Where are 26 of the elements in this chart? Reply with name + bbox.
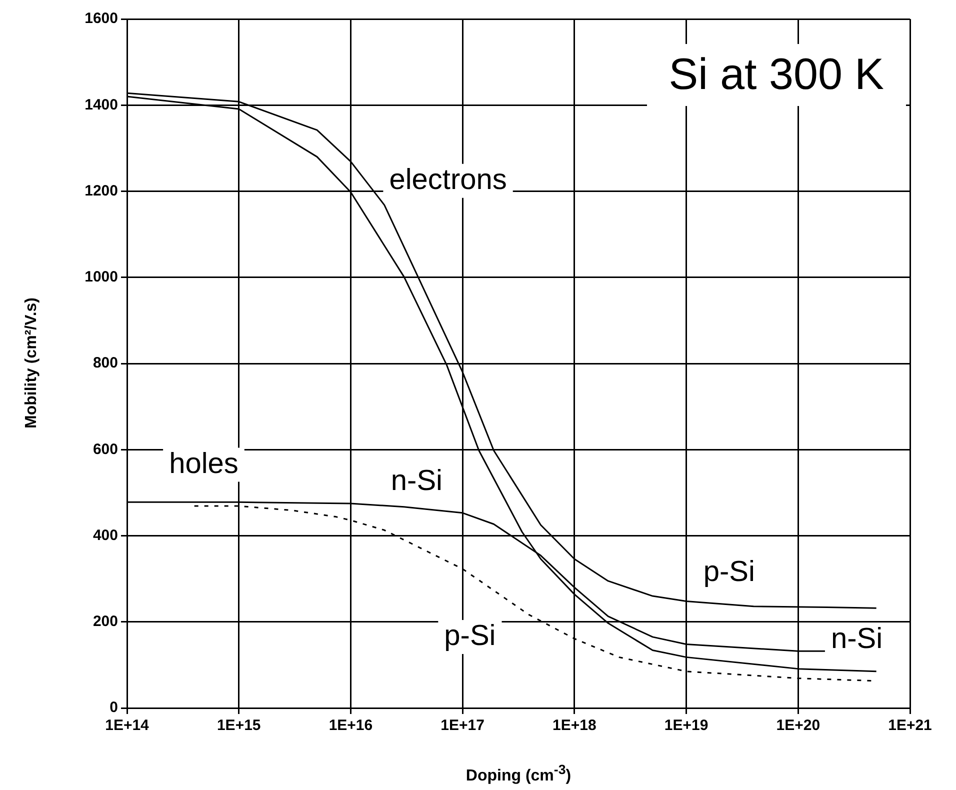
annotation: holes xyxy=(169,448,238,480)
text: n-Si xyxy=(390,465,442,498)
x-tick-label: 1E+16 xyxy=(328,717,373,734)
y-tick-label: 1000 xyxy=(84,268,118,286)
x-tick-label: 1E+17 xyxy=(440,717,484,734)
y-tick-label: 1200 xyxy=(84,182,118,200)
x-axis-title: Doping (cm$^{-3}$) xyxy=(464,762,572,786)
y-axis-title: Mobility (cm²/V.s) xyxy=(23,298,41,428)
y-tick-label: 800 xyxy=(92,354,118,372)
y-tick-label: 1400 xyxy=(84,96,118,114)
annotation: electrons xyxy=(389,164,507,196)
x-tick-label: 1E+20 xyxy=(776,717,820,734)
annotation: Si at 300 K xyxy=(646,44,906,106)
x-tick-label: 1E+19 xyxy=(664,717,708,734)
series-label: p-Si xyxy=(444,620,496,652)
series-label: p-Si xyxy=(703,556,755,588)
y-tick-label: 0 xyxy=(110,699,118,716)
y-tick-label: 400 xyxy=(92,526,118,544)
y-tick-label: 600 xyxy=(92,440,118,458)
y-tick-label: 1600 xyxy=(84,10,118,28)
series-label: n-Si xyxy=(830,622,883,655)
x-tick-label: 1E+15 xyxy=(216,717,261,734)
y-tick-label: 200 xyxy=(92,613,118,630)
x-tick-label: 1E+14 xyxy=(105,717,150,734)
x-tick-label: 1E+21 xyxy=(888,717,932,734)
x-tick-label: 1E+18 xyxy=(552,717,596,734)
